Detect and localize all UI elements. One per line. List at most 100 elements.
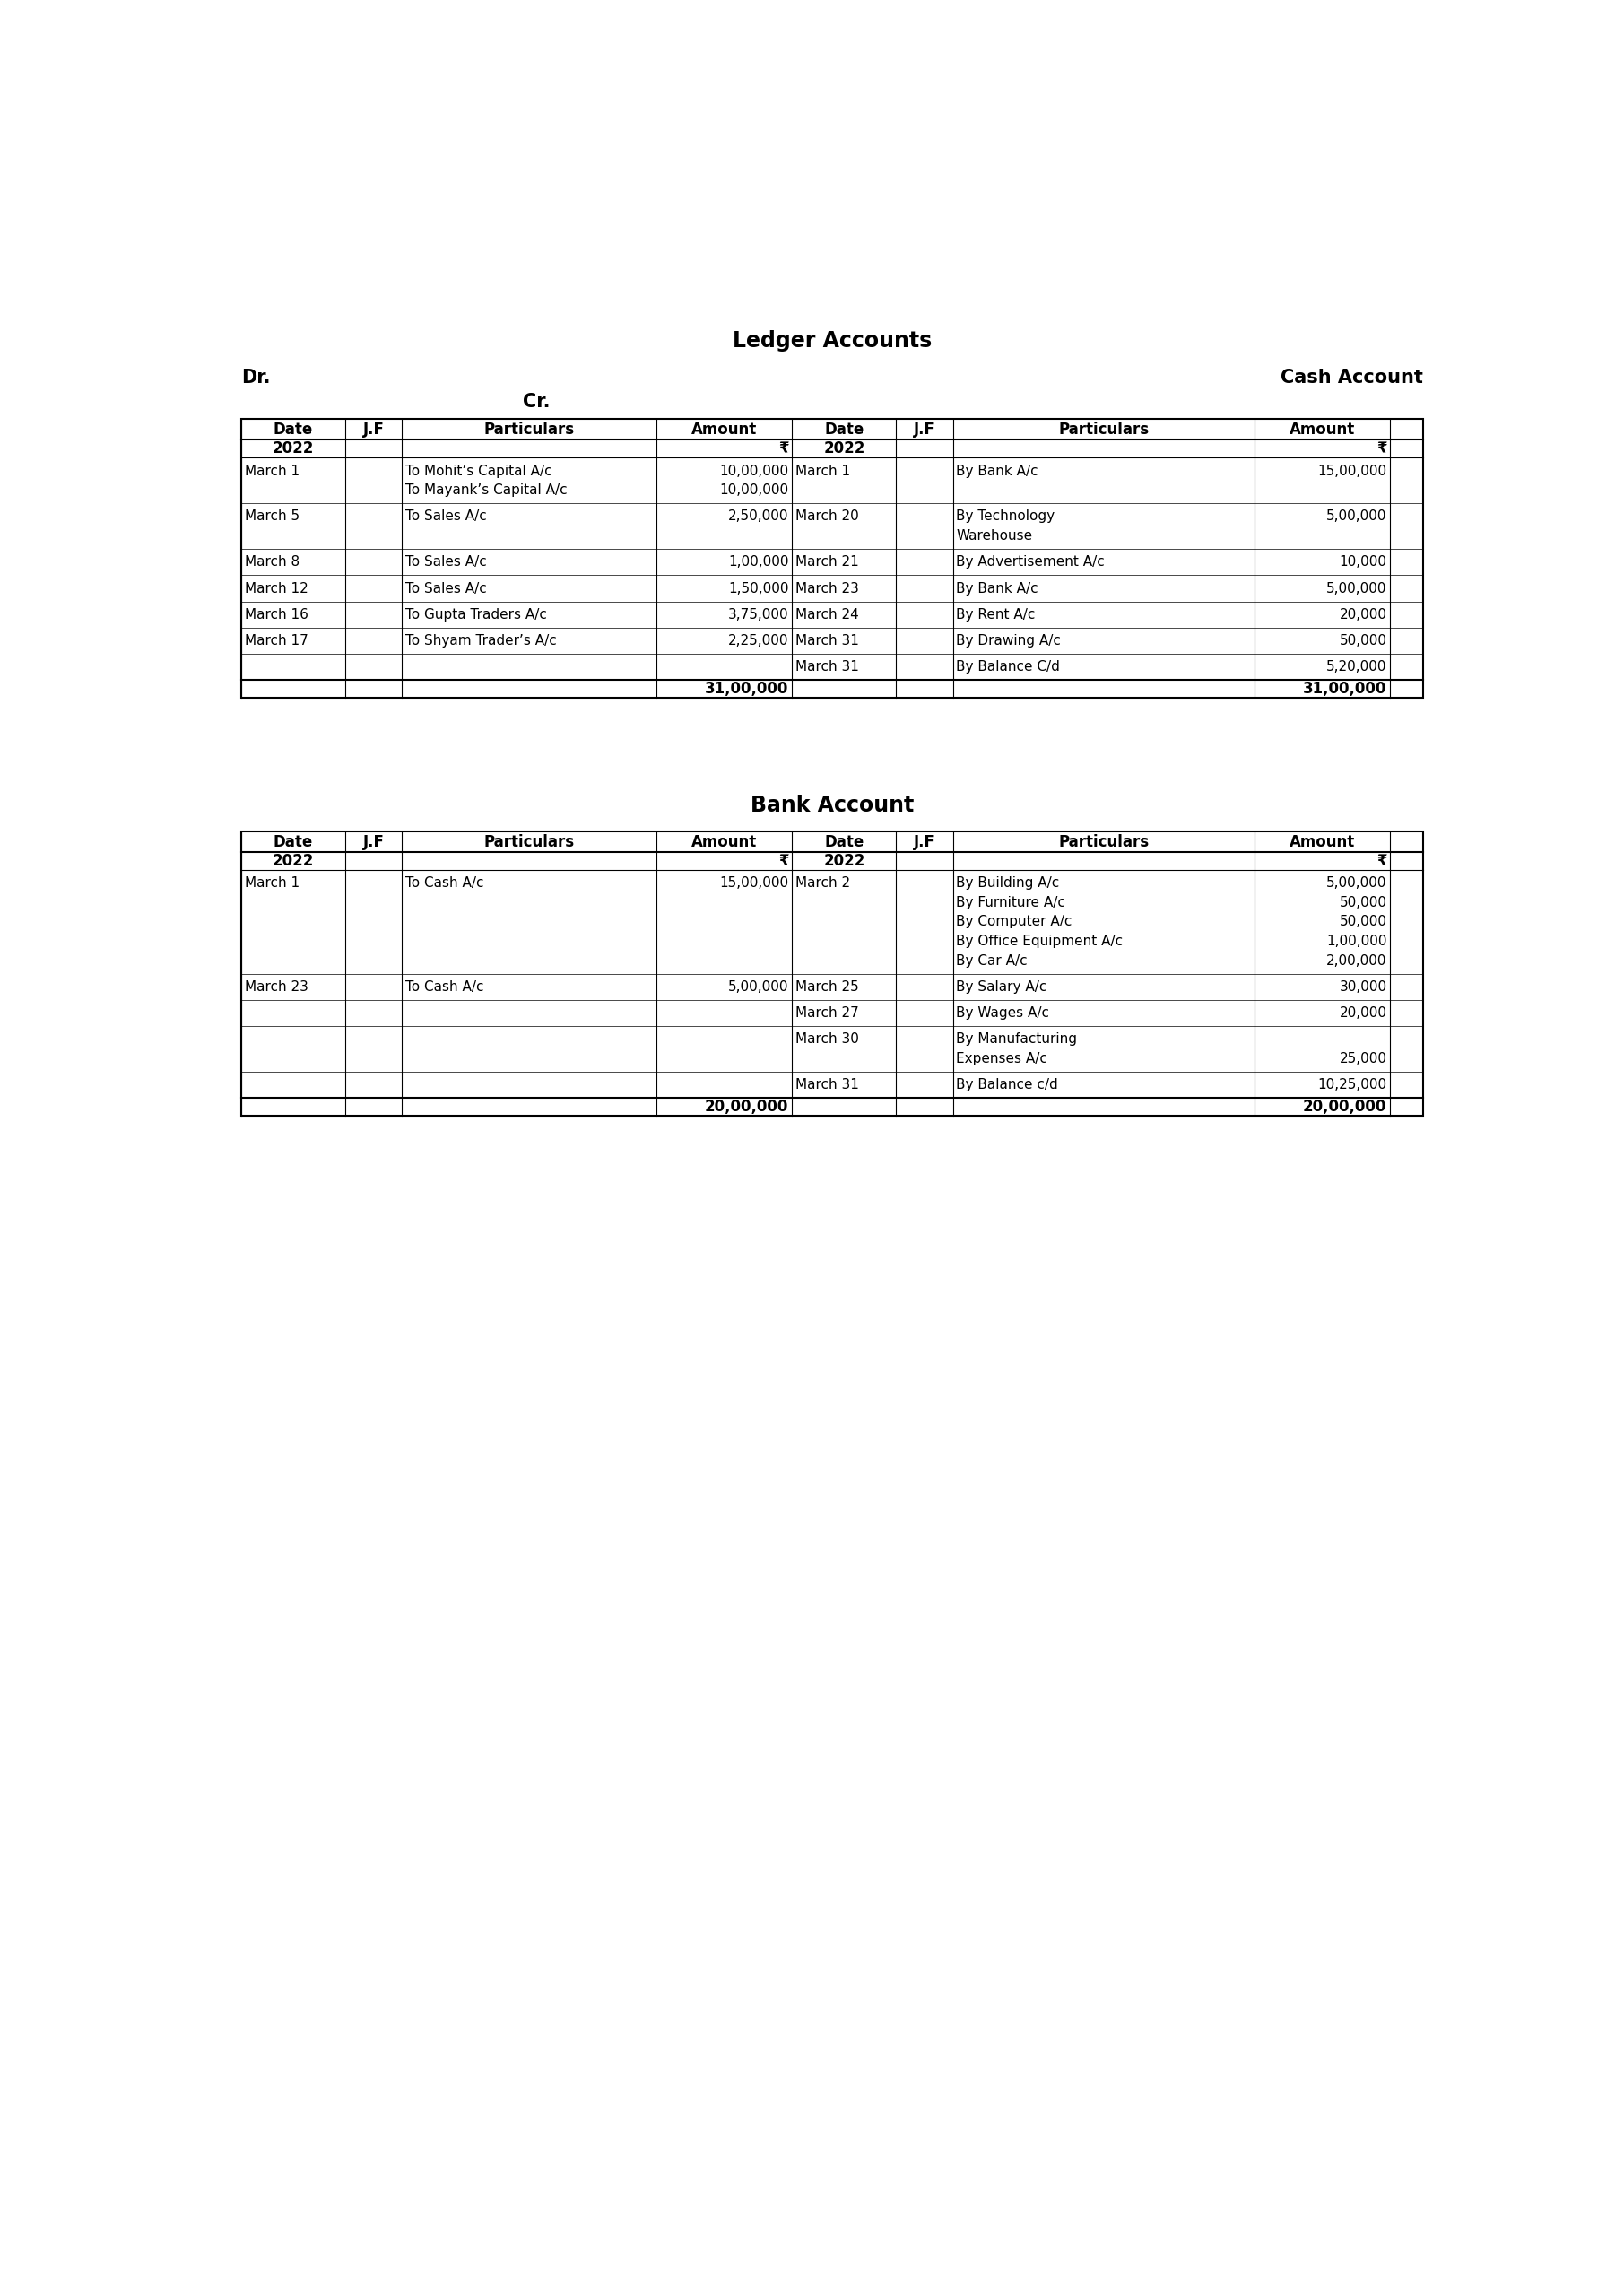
Text: 50,000: 50,000 bbox=[1340, 895, 1387, 909]
Text: 5,00,000: 5,00,000 bbox=[1327, 581, 1387, 595]
Text: By Rent A/c: By Rent A/c bbox=[957, 608, 1036, 622]
Text: 20,00,000: 20,00,000 bbox=[1302, 1100, 1387, 1116]
Text: Warehouse: Warehouse bbox=[957, 528, 1033, 542]
Text: 1,50,000: 1,50,000 bbox=[728, 581, 789, 595]
Text: March 12: March 12 bbox=[245, 581, 309, 595]
Text: Amount: Amount bbox=[1289, 833, 1354, 850]
Text: 31,00,000: 31,00,000 bbox=[1302, 682, 1387, 698]
Text: To Cash A/c: To Cash A/c bbox=[406, 980, 484, 994]
Text: 2,50,000: 2,50,000 bbox=[728, 510, 789, 523]
Text: By Car A/c: By Car A/c bbox=[957, 953, 1028, 967]
Text: ₹: ₹ bbox=[778, 854, 789, 870]
Text: To Mohit’s Capital A/c: To Mohit’s Capital A/c bbox=[406, 464, 552, 478]
Text: Particulars: Particulars bbox=[1059, 422, 1148, 439]
Bar bbox=[242, 831, 1423, 1116]
Text: 25,000: 25,000 bbox=[1340, 1052, 1387, 1065]
Text: Date: Date bbox=[273, 833, 313, 850]
Text: March 25: March 25 bbox=[796, 980, 859, 994]
Text: J.F: J.F bbox=[914, 833, 935, 850]
Text: 50,000: 50,000 bbox=[1340, 916, 1387, 928]
Text: 5,00,000: 5,00,000 bbox=[1327, 877, 1387, 891]
Text: By Drawing A/c: By Drawing A/c bbox=[957, 634, 1060, 647]
Text: 5,20,000: 5,20,000 bbox=[1327, 661, 1387, 673]
Text: March 31: March 31 bbox=[796, 661, 859, 673]
Text: March 23: March 23 bbox=[245, 980, 309, 994]
Text: 2022: 2022 bbox=[823, 854, 866, 870]
Text: Ledger Accounts: Ledger Accounts bbox=[732, 331, 932, 351]
Text: Expenses A/c: Expenses A/c bbox=[957, 1052, 1047, 1065]
Text: Date: Date bbox=[825, 422, 864, 439]
Text: Bank Account: Bank Account bbox=[750, 794, 914, 815]
Text: 10,00,000: 10,00,000 bbox=[719, 484, 789, 496]
Text: 10,25,000: 10,25,000 bbox=[1317, 1079, 1387, 1091]
Text: To Shyam Trader’s A/c: To Shyam Trader’s A/c bbox=[406, 634, 557, 647]
Text: By Wages A/c: By Wages A/c bbox=[957, 1006, 1049, 1019]
Text: J.F: J.F bbox=[914, 422, 935, 439]
Text: March 31: March 31 bbox=[796, 634, 859, 647]
Text: Amount: Amount bbox=[1289, 422, 1354, 439]
Text: J.F: J.F bbox=[362, 422, 385, 439]
Text: ₹: ₹ bbox=[1377, 854, 1387, 870]
Text: 30,000: 30,000 bbox=[1340, 980, 1387, 994]
Text: 5,00,000: 5,00,000 bbox=[728, 980, 789, 994]
Text: March 31: March 31 bbox=[796, 1079, 859, 1091]
Text: Cash Account: Cash Account bbox=[1281, 370, 1423, 386]
Text: March 1: March 1 bbox=[245, 464, 299, 478]
Text: By Balance C/d: By Balance C/d bbox=[957, 661, 1060, 673]
Text: By Balance c/d: By Balance c/d bbox=[957, 1079, 1059, 1091]
Text: 2,25,000: 2,25,000 bbox=[728, 634, 789, 647]
Text: 10,00,000: 10,00,000 bbox=[719, 464, 789, 478]
Text: Cr.: Cr. bbox=[523, 393, 551, 411]
Text: By Bank A/c: By Bank A/c bbox=[957, 581, 1038, 595]
Text: By Technology: By Technology bbox=[957, 510, 1056, 523]
Text: By Office Equipment A/c: By Office Equipment A/c bbox=[957, 934, 1124, 948]
Text: March 1: March 1 bbox=[245, 877, 299, 891]
Text: To Sales A/c: To Sales A/c bbox=[406, 581, 487, 595]
Text: Particulars: Particulars bbox=[484, 422, 575, 439]
Text: 15,00,000: 15,00,000 bbox=[1317, 464, 1387, 478]
Text: 1,00,000: 1,00,000 bbox=[728, 556, 789, 569]
Text: 2,00,000: 2,00,000 bbox=[1327, 953, 1387, 967]
Text: 20,00,000: 20,00,000 bbox=[705, 1100, 789, 1116]
Text: March 30: March 30 bbox=[796, 1033, 859, 1047]
Text: By Advertisement A/c: By Advertisement A/c bbox=[957, 556, 1104, 569]
Text: March 24: March 24 bbox=[796, 608, 859, 622]
Text: 31,00,000: 31,00,000 bbox=[705, 682, 789, 698]
Text: March 21: March 21 bbox=[796, 556, 859, 569]
Text: 15,00,000: 15,00,000 bbox=[719, 877, 789, 891]
Text: March 1: March 1 bbox=[796, 464, 851, 478]
Text: To Sales A/c: To Sales A/c bbox=[406, 556, 487, 569]
Text: March 16: March 16 bbox=[245, 608, 309, 622]
Text: Date: Date bbox=[273, 422, 313, 439]
Text: Particulars: Particulars bbox=[1059, 833, 1148, 850]
Text: March 23: March 23 bbox=[796, 581, 859, 595]
Text: 2022: 2022 bbox=[273, 441, 313, 457]
Bar bbox=[242, 420, 1423, 698]
Text: By Furniture A/c: By Furniture A/c bbox=[957, 895, 1065, 909]
Text: By Bank A/c: By Bank A/c bbox=[957, 464, 1038, 478]
Text: Particulars: Particulars bbox=[484, 833, 575, 850]
Text: ₹: ₹ bbox=[1377, 441, 1387, 457]
Text: To Sales A/c: To Sales A/c bbox=[406, 510, 487, 523]
Text: Amount: Amount bbox=[692, 422, 757, 439]
Text: J.F: J.F bbox=[362, 833, 385, 850]
Text: To Gupta Traders A/c: To Gupta Traders A/c bbox=[406, 608, 547, 622]
Text: Amount: Amount bbox=[692, 833, 757, 850]
Text: 3,75,000: 3,75,000 bbox=[728, 608, 789, 622]
Text: 20,000: 20,000 bbox=[1340, 1006, 1387, 1019]
Text: March 27: March 27 bbox=[796, 1006, 859, 1019]
Text: ₹: ₹ bbox=[778, 441, 789, 457]
Text: March 8: March 8 bbox=[245, 556, 299, 569]
Text: By Salary A/c: By Salary A/c bbox=[957, 980, 1047, 994]
Text: 2022: 2022 bbox=[273, 854, 313, 870]
Text: Dr.: Dr. bbox=[242, 370, 270, 386]
Text: 2022: 2022 bbox=[823, 441, 866, 457]
Text: 20,000: 20,000 bbox=[1340, 608, 1387, 622]
Text: 5,00,000: 5,00,000 bbox=[1327, 510, 1387, 523]
Text: 50,000: 50,000 bbox=[1340, 634, 1387, 647]
Text: Date: Date bbox=[825, 833, 864, 850]
Text: By Computer A/c: By Computer A/c bbox=[957, 916, 1072, 928]
Text: March 20: March 20 bbox=[796, 510, 859, 523]
Text: By Building A/c: By Building A/c bbox=[957, 877, 1060, 891]
Text: To Cash A/c: To Cash A/c bbox=[406, 877, 484, 891]
